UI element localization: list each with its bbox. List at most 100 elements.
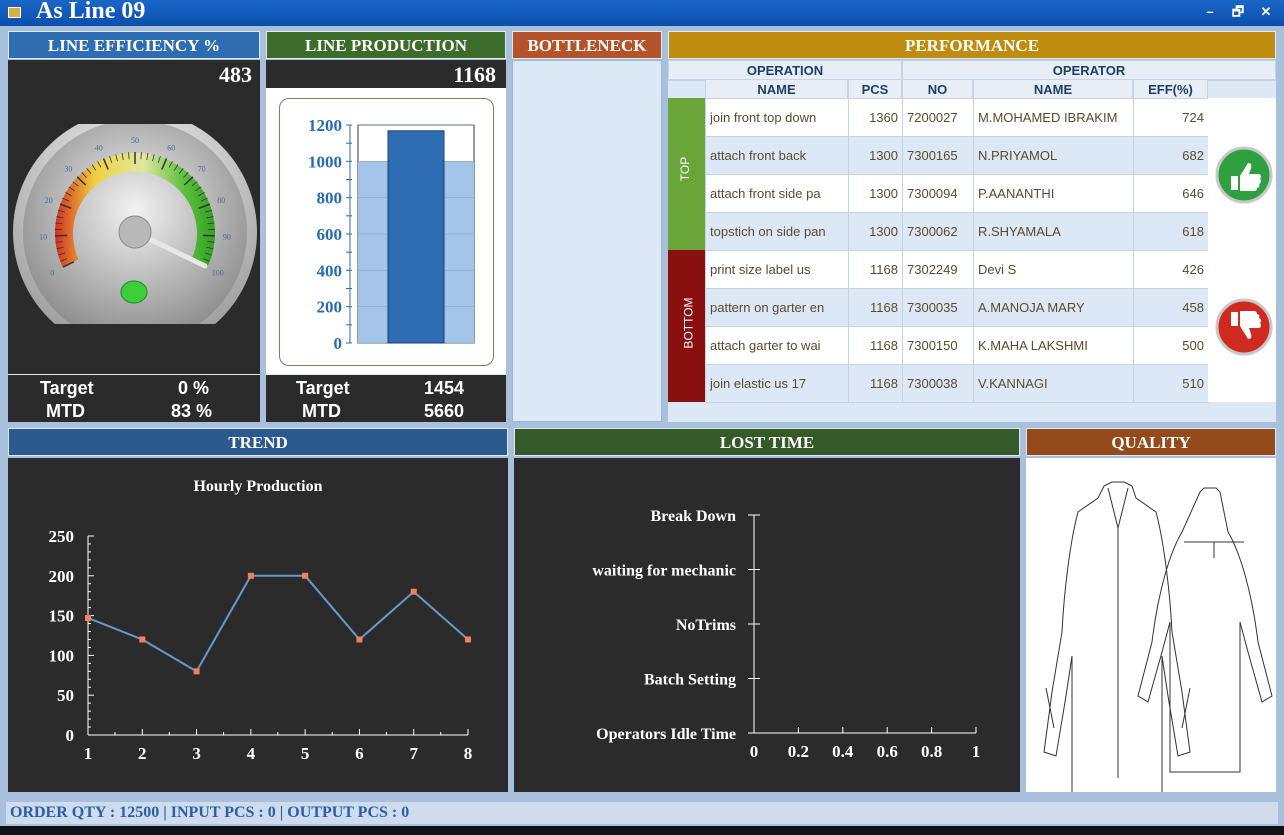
- data-point: [410, 588, 417, 595]
- col-operator-no: NO: [902, 79, 973, 100]
- efficiency-gauge: 0 10 20 30 40 50 60 70 80 90 100: [13, 124, 257, 324]
- efficiency-mtd-value: 83 %: [171, 401, 213, 421]
- production-chart-frame: 0 200 400 600 800 1000 1200: [279, 98, 494, 366]
- operator-name-cell: A.MANOJA MARY: [973, 288, 1134, 327]
- taskbar: [0, 826, 1284, 835]
- top-group-label: TOP: [678, 156, 693, 182]
- close-button[interactable]: ✕: [1260, 4, 1272, 19]
- gauge-tick: [86, 167, 92, 175]
- x-tick-label: 1: [84, 744, 93, 763]
- divider: [8, 374, 260, 375]
- operator-group-header: OPERATOR: [902, 60, 1276, 81]
- gauge-tick: [191, 181, 198, 187]
- col-pcs: PCS: [848, 79, 902, 100]
- gauge-tick: [109, 156, 113, 163]
- gauge-tick: [97, 161, 102, 168]
- efficiency-target-label: Target: [40, 378, 94, 398]
- eff-cell: 458: [1133, 288, 1209, 327]
- x-tick-label: 2: [138, 744, 147, 763]
- x-tick-label: 3: [192, 744, 201, 763]
- gauge-tick: [60, 258, 68, 262]
- garment-sketch-image: [1043, 481, 1273, 807]
- x-tick-label: 7: [409, 744, 418, 763]
- top-performer-row[interactable]: topstich on side pan 1300 7300062 R.SHYAMAL…: [705, 212, 1209, 251]
- data-point: [139, 636, 146, 643]
- operation-name-cell: attach front back: [705, 136, 849, 175]
- y-tick-label: 0: [334, 334, 343, 353]
- gauge-tick: [146, 152, 149, 161]
- top-performer-row[interactable]: attach front back 1300 7300165 N.PRIYAMOL 68…: [705, 136, 1209, 175]
- y-tick-label: 250: [49, 527, 75, 546]
- gauge-tick: [173, 164, 179, 171]
- production-target-label: Target: [296, 378, 350, 398]
- production-panel: 1168 0 200 400 600 800 1000 1200 Target 1454 M…: [266, 60, 506, 422]
- gauge-tick: [140, 152, 142, 160]
- gauge-tick: [152, 154, 155, 162]
- eff-cell: 426: [1133, 250, 1209, 289]
- efficiency-value: 483: [219, 62, 252, 87]
- col-operator-name: NAME: [973, 79, 1133, 100]
- eff-cell: 510: [1133, 364, 1209, 403]
- gauge-tick: [207, 222, 215, 225]
- data-point: [302, 572, 309, 579]
- operator-name-cell: V.KANNAGI: [973, 364, 1134, 403]
- gauge-tick: [202, 234, 215, 237]
- gauge-tick-label: 100: [212, 268, 224, 277]
- pcs-cell: 1300: [848, 212, 903, 251]
- status-led: [120, 280, 148, 304]
- gauge-tick: [55, 241, 63, 243]
- restore-button[interactable]: 🗗: [1231, 4, 1245, 19]
- operator-name-cell: P.AANANTHI: [973, 174, 1134, 213]
- gauge-tick: [62, 197, 70, 202]
- gauge-tick: [56, 246, 64, 250]
- x-tick-label: 0.2: [788, 742, 809, 761]
- data-point: [193, 668, 200, 675]
- window-title: As Line 09: [36, 0, 146, 24]
- bottleneck-panel: [512, 60, 662, 422]
- gauge-tick: [56, 216, 64, 219]
- pcs-cell: 1168: [848, 326, 903, 365]
- lost-time-panel: Break Down waiting for mechanic NoTrims Bat…: [514, 458, 1020, 792]
- lost-time-header: LOST TIME: [514, 428, 1020, 456]
- eff-cell: 646: [1133, 174, 1209, 213]
- operator-no-cell: 7300165: [902, 136, 974, 175]
- top-performer-row[interactable]: join front top down 1360 7200027 M.MOHAMED …: [705, 98, 1209, 137]
- gauge-tick: [206, 246, 214, 250]
- operation-name-cell: join front top down: [705, 98, 849, 137]
- eff-cell: 500: [1133, 326, 1209, 365]
- production-value: 1168: [453, 62, 496, 87]
- bottom-performer-row[interactable]: pattern on garter en 1168 7300035 A.MANOJA …: [705, 288, 1209, 327]
- blank-header: [668, 79, 705, 81]
- gauge-tick: [72, 181, 79, 187]
- minimize-button[interactable]: –: [1206, 4, 1214, 19]
- data-point: [465, 636, 471, 643]
- bottom-performer-row[interactable]: join elastic us 17 1168 7300038 V.KANNAGI 51…: [705, 364, 1209, 403]
- bottleneck-header: BOTTLENECK: [512, 31, 662, 59]
- efficiency-panel: 483 0 10 20 30 40 50 60 70 80 90 100 Target 0 % MT…: [8, 60, 260, 422]
- gauge-tick: [206, 216, 214, 219]
- x-tick-label: 6: [355, 744, 364, 763]
- gauge-tick-label: 0: [50, 268, 54, 277]
- bottom-performer-row[interactable]: print size label us 1168 7302249 Devi S 426: [705, 250, 1209, 289]
- performance-top-table: join front top down 1360 7200027 M.MOHAMED …: [705, 98, 1209, 251]
- gauge-tick: [183, 172, 189, 178]
- gauge-tick-label: 20: [45, 196, 53, 205]
- bottom-performer-row[interactable]: attach garter to wai 1168 7300150 K.MAHA LA…: [705, 326, 1209, 365]
- gauge-ticks: 0 10 20 30 40 50 60 70 80 90 100: [39, 136, 231, 277]
- gauge-tick: [157, 156, 161, 163]
- gauge-tick: [81, 172, 87, 178]
- operator-no-cell: 7302249: [902, 250, 974, 289]
- bottom-group-label: BOTTOM: [681, 297, 696, 349]
- top-performer-row[interactable]: attach front side pa 1300 7300094 P.AANANTH…: [705, 174, 1209, 213]
- eff-cell: 682: [1133, 136, 1209, 175]
- hourly-production-chart: Hourly Production 0 50 100 150 200 250 1 2 3 4 5 6 7 8: [49, 478, 473, 763]
- operator-no-cell: 7300094: [902, 174, 974, 213]
- x-tick-label: 0.8: [921, 742, 942, 761]
- gauge-tick-label: 40: [95, 143, 103, 152]
- gauge-tick: [198, 203, 211, 210]
- gauge-tick: [62, 261, 75, 268]
- lost-time-chart: Break Down waiting for mechanic NoTrims Bat…: [592, 508, 980, 761]
- production-target-value: 1454: [424, 378, 465, 398]
- gauge-tick-label: 50: [131, 136, 139, 145]
- gauge-tick: [68, 186, 75, 192]
